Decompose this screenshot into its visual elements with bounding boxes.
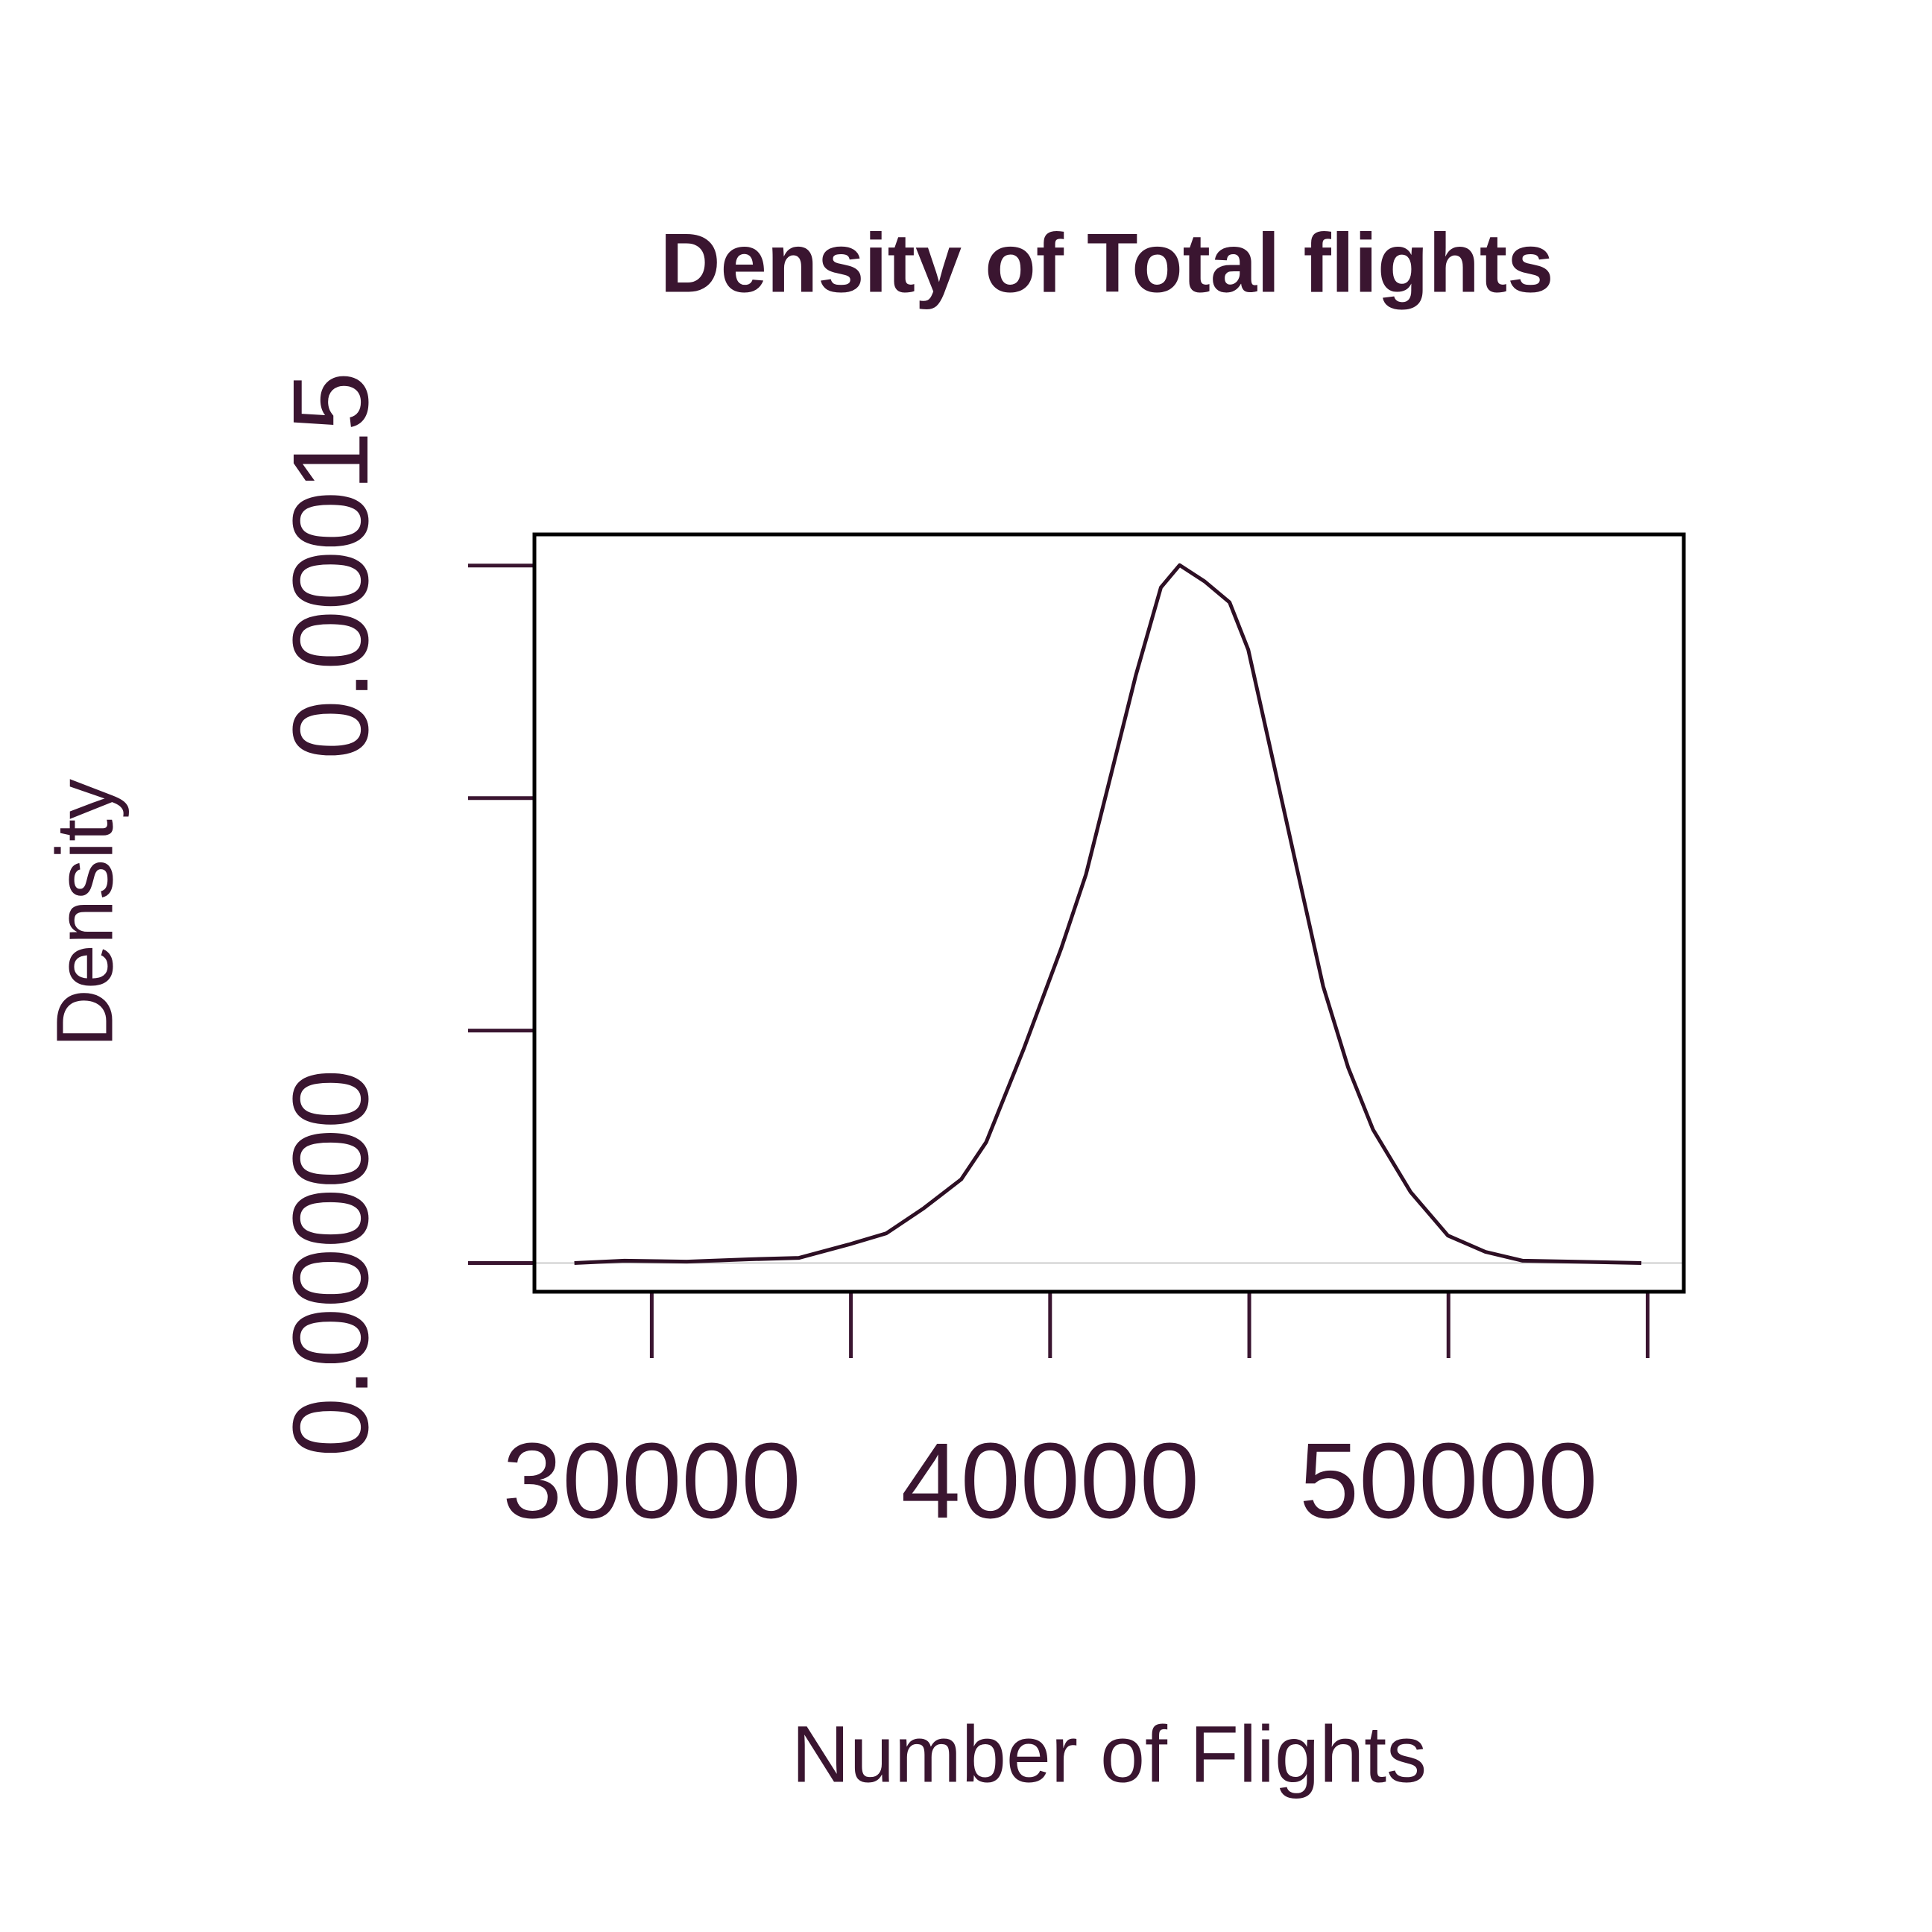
- chart-title: Density of Total flights: [660, 217, 1554, 310]
- y-tick-label: 0.00015: [271, 372, 391, 760]
- y-axis-label: Density: [40, 779, 130, 1047]
- x-axis-label: Number of Flights: [792, 1709, 1427, 1799]
- y-tick-label: 0.00000: [271, 1069, 391, 1457]
- x-tick-label: 30000: [502, 1421, 801, 1541]
- x-tick-label: 40000: [901, 1421, 1199, 1541]
- plot-frame: [532, 532, 1686, 1294]
- x-tick-label: 50000: [1299, 1421, 1597, 1541]
- density-line: [574, 563, 1642, 1265]
